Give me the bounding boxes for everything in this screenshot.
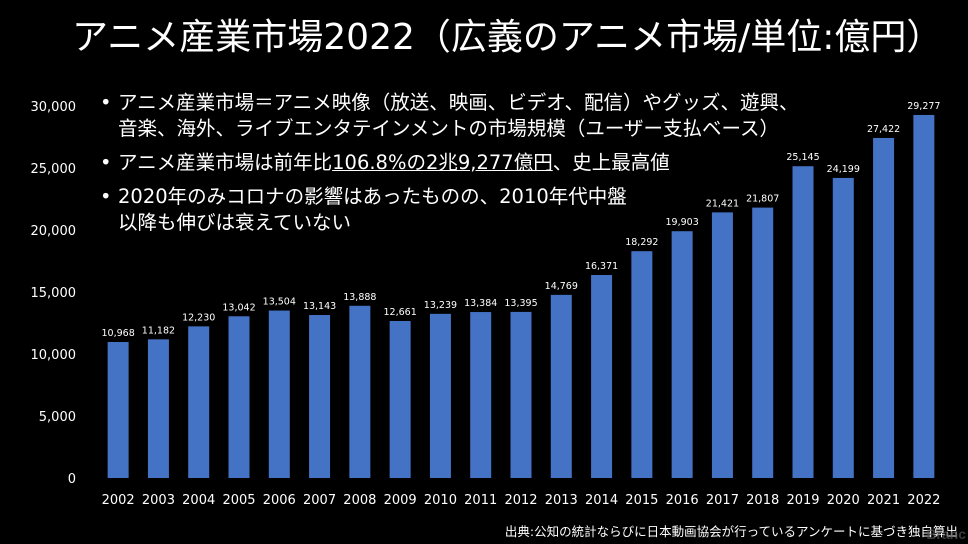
bar: [188, 326, 210, 478]
bar: [671, 231, 693, 478]
data-label: 21,807: [746, 194, 779, 205]
bullet-text-line1: アニメ産業市場＝アニメ映像（放送、映画、ビデオ、配信）やグッズ、遊興、: [118, 91, 799, 114]
y-tick-label: 0: [68, 472, 76, 487]
data-label: 13,395: [504, 298, 537, 309]
y-tick-label: 30,000: [31, 100, 77, 115]
bar: [107, 341, 129, 478]
x-tick-label: 2015: [625, 493, 658, 508]
x-tick-label: 2006: [263, 493, 296, 508]
chart-title: アニメ産業市場2022（広義のアニメ市場/単位:億円）: [72, 17, 943, 58]
bar: [711, 212, 733, 479]
x-tick-label: 2005: [222, 493, 255, 508]
bullet-text-line2: 音楽、海外、ライブエンタテインメントの市場規模（ユーザー支払ベース）: [118, 117, 780, 140]
x-tick-label: 2014: [585, 493, 618, 508]
bar: [309, 315, 331, 478]
data-label: 13,888: [343, 292, 376, 303]
data-label: 12,661: [384, 307, 417, 318]
x-tick-label: 2003: [142, 493, 175, 508]
data-label: 29,277: [907, 101, 940, 112]
x-tick-label: 2018: [746, 493, 779, 508]
x-tick-label: 2017: [706, 493, 739, 508]
bar: [429, 313, 451, 478]
bullet-text-line1: 2020年のみコロナの影響はあったものの、2010年代中盤: [118, 185, 627, 208]
bar: [873, 137, 895, 478]
bullet-text-line2: 以降も伸びは衰えていない: [118, 211, 352, 234]
bullet-item-growth: アニメ産業市場は前年比106.8%の2兆9,277億円、史上最高値: [100, 150, 799, 176]
x-tick-label: 2013: [545, 493, 578, 508]
bar: [752, 207, 774, 478]
y-tick-label: 5,000: [39, 410, 76, 425]
data-label: 27,422: [867, 124, 900, 135]
data-label: 16,371: [585, 261, 618, 272]
data-label: 19,903: [666, 217, 699, 228]
bullet-list: アニメ産業市場＝アニメ映像（放送、映画、ビデオ、配信）やグッズ、遊興、 音楽、海…: [100, 90, 799, 244]
data-label: 13,143: [303, 301, 336, 312]
bar: [591, 274, 613, 478]
bullet-text-pre: アニメ産業市場は前年比: [118, 151, 333, 174]
bullet-text-post: 、史上最高値: [552, 151, 670, 174]
x-tick-label: 2007: [303, 493, 336, 508]
bar: [913, 114, 935, 478]
bar: [349, 305, 371, 478]
data-label: 13,384: [464, 298, 497, 309]
watermark-logo: Branc: [926, 526, 966, 542]
bar: [147, 339, 169, 478]
data-label: 21,421: [706, 198, 739, 209]
data-label: 13,042: [222, 302, 255, 313]
x-tick-label: 2012: [504, 493, 537, 508]
x-tick-label: 2009: [384, 493, 417, 508]
bar: [832, 177, 854, 478]
x-tick-label: 2020: [827, 493, 860, 508]
y-tick-label: 20,000: [31, 224, 77, 239]
data-label: 18,292: [625, 237, 658, 248]
data-label: 25,145: [786, 152, 819, 163]
y-tick-label: 15,000: [31, 286, 77, 301]
x-tick-label: 2002: [102, 493, 135, 508]
bullet-item-covid: 2020年のみコロナの影響はあったものの、2010年代中盤 以降も伸びは衰えてい…: [100, 184, 799, 236]
x-tick-label: 2016: [666, 493, 699, 508]
bar: [470, 312, 492, 478]
data-label: 11,182: [142, 325, 175, 336]
y-tick-label: 25,000: [31, 162, 77, 177]
bar: [268, 310, 290, 478]
bullet-text-highlight: 106.8%の2兆9,277億円: [332, 151, 553, 174]
data-label: 14,769: [545, 281, 578, 292]
x-tick-label: 2011: [464, 493, 497, 508]
data-label: 13,239: [424, 300, 457, 311]
data-label: 13,504: [263, 297, 296, 308]
data-label: 10,968: [102, 328, 135, 339]
y-tick-label: 10,000: [31, 348, 77, 363]
source-note: 出典:公知の統計ならびに日本動画協会が行っているアンケートに基づき独自算出: [504, 524, 958, 539]
x-tick-label: 2010: [424, 493, 457, 508]
bar: [550, 294, 572, 478]
data-label: 24,199: [827, 164, 860, 175]
bar: [631, 251, 653, 478]
bar: [792, 166, 814, 478]
x-tick-label: 2008: [343, 493, 376, 508]
bar: [510, 311, 532, 478]
x-tick-label: 2022: [907, 493, 940, 508]
x-tick-label: 2019: [786, 493, 819, 508]
bar: [228, 316, 250, 478]
data-label: 12,230: [182, 312, 215, 323]
bar: [389, 321, 411, 478]
x-tick-label: 2004: [182, 493, 215, 508]
x-tick-label: 2021: [867, 493, 900, 508]
bullet-item-definition: アニメ産業市場＝アニメ映像（放送、映画、ビデオ、配信）やグッズ、遊興、 音楽、海…: [100, 90, 799, 142]
